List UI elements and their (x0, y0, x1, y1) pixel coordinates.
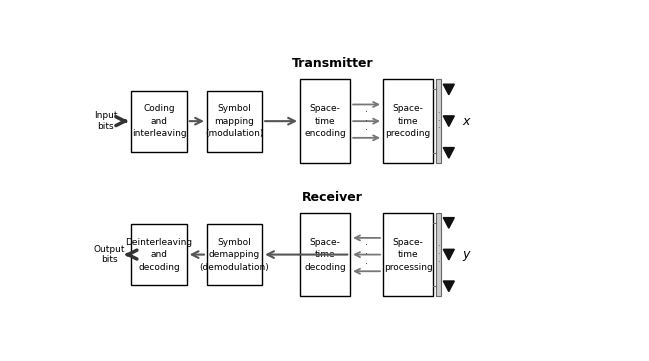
Polygon shape (443, 249, 454, 260)
Text: ·
·
·: · · · (437, 109, 439, 134)
Bar (435, 79, 441, 163)
Text: Receiver: Receiver (302, 191, 363, 204)
Polygon shape (443, 84, 454, 95)
Text: Space-
time
processing: Space- time processing (384, 238, 432, 271)
Bar (383, 79, 434, 163)
Text: ·
·
·: · · · (365, 107, 368, 135)
Text: Deinterleaving
and
decoding: Deinterleaving and decoding (125, 238, 193, 271)
Text: Coding
and
interleaving: Coding and interleaving (132, 104, 186, 138)
Text: Space-
time
decoding: Space- time decoding (304, 238, 346, 271)
Text: Symbol
demapping
(demodulation): Symbol demapping (demodulation) (200, 238, 269, 271)
Bar (207, 224, 262, 285)
Text: ·
·
·: · · · (365, 240, 368, 269)
Bar (207, 91, 262, 152)
Text: x: x (462, 115, 469, 128)
Text: y: y (462, 248, 469, 261)
Polygon shape (443, 281, 454, 292)
Bar (383, 213, 434, 296)
Bar (132, 224, 187, 285)
Polygon shape (443, 148, 454, 158)
Text: Output
bits: Output bits (93, 245, 125, 264)
Polygon shape (443, 116, 454, 126)
Text: Input
bits: Input bits (93, 112, 117, 131)
Bar (300, 213, 350, 296)
Polygon shape (443, 218, 454, 228)
Bar (132, 91, 187, 152)
Text: Space-
time
encoding: Space- time encoding (304, 104, 346, 138)
Bar (300, 79, 350, 163)
Bar (435, 213, 441, 296)
Text: Symbol
mapping
(modulation): Symbol mapping (modulation) (205, 104, 263, 138)
Text: ·
·
·: · · · (437, 242, 439, 267)
Text: Space-
time
precoding: Space- time precoding (386, 104, 431, 138)
Text: Transmitter: Transmitter (292, 57, 373, 70)
